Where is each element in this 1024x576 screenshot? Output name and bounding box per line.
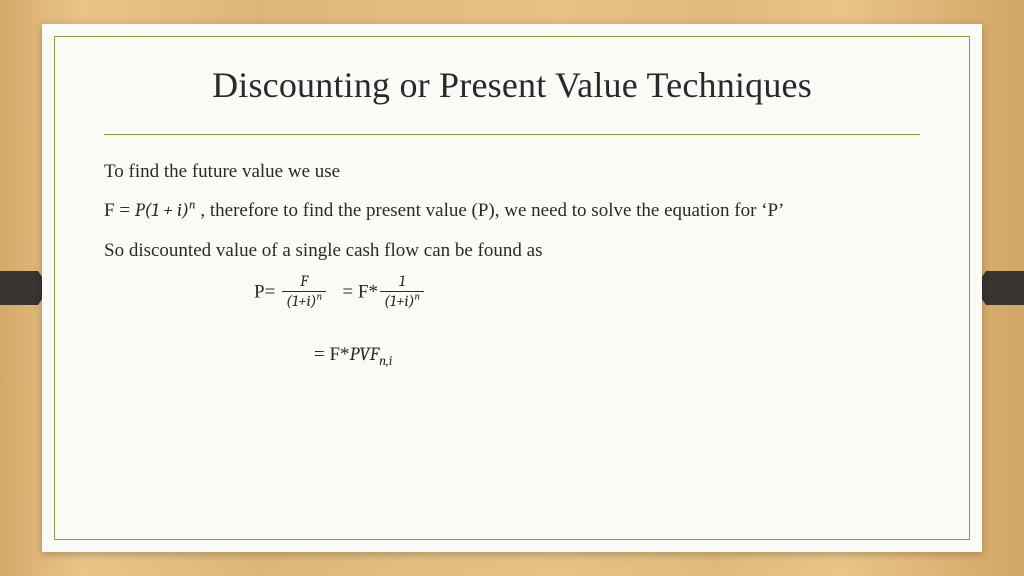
ribbon-left <box>0 271 38 305</box>
body-line-3: So discounted value of a single cash flo… <box>104 236 920 265</box>
line2-formula-exp: n <box>189 199 196 213</box>
title-rule <box>104 134 920 135</box>
eq2-pvf-sub: n,i <box>379 354 392 369</box>
slide-content: Discounting or Present Value Techniques … <box>104 64 920 522</box>
equation-2: = F*PVFn,i <box>314 340 920 369</box>
eq1-frac1-den: (1+i)n <box>282 291 326 310</box>
ribbon-right <box>986 271 1024 305</box>
eq1-frac2-den: (1+i)n <box>380 291 424 310</box>
line2-formula: P(1 + i)n <box>135 199 196 221</box>
eq2-prefix: = F* <box>314 344 350 365</box>
eq1-frac2: 1(1+i)n <box>380 273 424 310</box>
eq1-frac2-den-base: (1+i) <box>384 292 415 310</box>
line2-suffix: , therefore to find the present value (P… <box>196 200 785 221</box>
eq1-frac1-den-exp: n <box>317 291 323 303</box>
eq1-frac1-num: F <box>282 273 326 291</box>
eq1-mid: = F* <box>328 282 378 303</box>
slide-card: Discounting or Present Value Techniques … <box>42 24 982 552</box>
eq1-frac1-den-base: (1+i) <box>286 292 317 310</box>
eq2-pvf-text: PVF <box>350 343 380 365</box>
eq1-frac2-num: 1 <box>380 273 424 291</box>
eq1-frac1: F(1+i)n <box>282 273 326 310</box>
eq1-lhs: P= <box>254 282 280 303</box>
body-line-1: To find the future value we use <box>104 157 920 186</box>
line2-prefix: F = <box>104 200 135 221</box>
slide-title: Discounting or Present Value Techniques <box>104 64 920 106</box>
eq1-frac2-den-exp: n <box>415 291 421 303</box>
eq2-pvf: PVFn,i <box>350 343 393 365</box>
line2-formula-base: P(1 + i) <box>135 199 189 221</box>
slide-body: To find the future value we use F = P(1 … <box>104 157 920 369</box>
body-line-2: F = P(1 + i)n , therefore to find the pr… <box>104 196 920 225</box>
equation-1: P= F(1+i)n = F*1(1+i)n <box>254 275 920 312</box>
